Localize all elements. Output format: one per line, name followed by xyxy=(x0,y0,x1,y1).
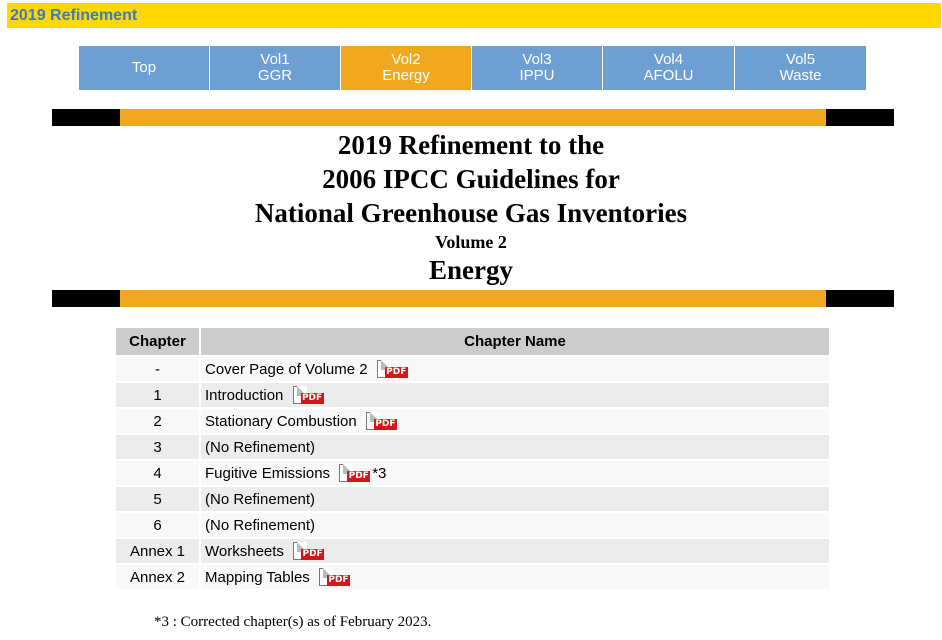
title-band-bottom-accent xyxy=(120,290,826,307)
chapter-table: Chapter Chapter Name - Cover Page of Vol… xyxy=(114,326,831,591)
page-title-line-3: National Greenhouse Gas Inventories xyxy=(254,198,688,228)
chapter-number: Annex 2 xyxy=(116,565,199,589)
column-header-chapter-name: Chapter Name xyxy=(201,328,829,355)
pdf-tag-label: PDF xyxy=(373,419,397,430)
nav-item-label: Vol4 xyxy=(653,51,684,68)
chapter-name-cell: (No Refinement) xyxy=(201,487,829,511)
table-row: 3 (No Refinement) xyxy=(116,435,829,459)
nav-item-sublabel: IPPU xyxy=(519,67,555,84)
chapter-name-cell: Worksheets PDF xyxy=(201,539,829,563)
column-header-chapter: Chapter xyxy=(116,328,199,355)
table-row: 6 (No Refinement) xyxy=(116,513,829,537)
chapter-number: Annex 1 xyxy=(116,539,199,563)
page-title-line-2: 2006 IPCC Guidelines for xyxy=(322,164,620,194)
chapter-name-cell: Cover Page of Volume 2 PDF xyxy=(201,357,829,381)
chapter-name: Mapping Tables xyxy=(205,569,310,586)
pdf-download-icon[interactable]: PDF xyxy=(292,385,325,405)
title-band-top-accent xyxy=(120,109,826,126)
chapter-name: Cover Page of Volume 2 xyxy=(205,361,368,378)
nav-item-vol4[interactable]: Vol4 AFOLU xyxy=(603,46,735,90)
table-row: Annex 2 Mapping Tables PDF xyxy=(116,565,829,589)
chapter-number: 4 xyxy=(116,461,199,485)
table-row: 5 (No Refinement) xyxy=(116,487,829,511)
table-row: Annex 1 Worksheets PDF xyxy=(116,539,829,563)
chapter-number: - xyxy=(116,357,199,381)
site-header-bar: 2019 Refinement xyxy=(7,3,941,28)
nav-item-vol3[interactable]: Vol3 IPPU xyxy=(472,46,603,90)
pdf-tag-label: PDF xyxy=(326,575,350,586)
nav-item-label: Top xyxy=(131,59,157,76)
chapter-name: Introduction xyxy=(205,387,284,404)
chapter-number: 3 xyxy=(116,435,199,459)
volume-nav: Top Vol1 GGR Vol2 Energy Vol3 IPPU Vol4 … xyxy=(79,46,866,90)
chapter-name: Fugitive Emissions xyxy=(205,465,331,482)
pdf-tag-label: PDF xyxy=(301,549,325,560)
nav-item-sublabel: AFOLU xyxy=(643,67,694,84)
page-title-line-1: 2019 Refinement to the xyxy=(337,130,605,160)
pdf-download-icon[interactable]: PDF xyxy=(318,567,351,587)
chapter-number: 5 xyxy=(116,487,199,511)
chapter-name-cell: Introduction PDF xyxy=(201,383,829,407)
chapter-name: Worksheets xyxy=(205,543,284,560)
chapter-name-cell: Mapping Tables PDF xyxy=(201,565,829,589)
table-header-row: Chapter Chapter Name xyxy=(116,328,829,355)
chapter-name-cell: Fugitive Emissions PDF *3 xyxy=(201,461,829,485)
footnote: *3 : Corrected chapter(s) as of February… xyxy=(154,614,432,630)
site-title[interactable]: 2019 Refinement xyxy=(10,7,138,24)
chapter-name-cell: (No Refinement) xyxy=(201,513,829,537)
chapter-number: 1 xyxy=(116,383,199,407)
volume-topic: Energy xyxy=(429,255,513,285)
title-band-bottom xyxy=(52,290,894,307)
nav-item-label: Vol3 xyxy=(522,51,552,68)
nav-item-vol2[interactable]: Vol2 Energy xyxy=(341,46,472,90)
table-row: 1 Introduction PDF xyxy=(116,383,829,407)
pdf-tag-label: PDF xyxy=(300,393,324,404)
pdf-download-icon[interactable]: PDF xyxy=(292,541,325,561)
chapter-name: Stationary Combustion xyxy=(205,413,357,430)
pdf-tag-label: PDF xyxy=(384,367,408,378)
pdf-tag-label: PDF xyxy=(347,471,371,482)
volume-label: Volume 2 xyxy=(435,232,507,252)
chapter-name: (No Refinement) xyxy=(205,490,316,508)
table-row: 2 Stationary Combustion PDF xyxy=(116,409,829,433)
title-band-top xyxy=(52,109,894,126)
nav-item-sublabel: Energy xyxy=(382,67,430,84)
chapter-number: 2 xyxy=(116,409,199,433)
nav-item-sublabel: Waste xyxy=(779,67,822,84)
chapter-name-cell: Stationary Combustion PDF xyxy=(201,409,829,433)
pdf-download-icon[interactable]: PDF xyxy=(376,359,409,379)
nav-item-label: Vol5 xyxy=(785,51,816,68)
footnote-reference: *3 xyxy=(372,465,387,482)
chapter-name-cell: (No Refinement) xyxy=(201,435,829,459)
nav-item-top[interactable]: Top xyxy=(79,46,210,90)
chapter-name: (No Refinement) xyxy=(205,516,316,534)
nav-item-vol1[interactable]: Vol1 GGR xyxy=(210,46,341,90)
chapter-number: 6 xyxy=(116,513,199,537)
table-row: 4 Fugitive Emissions PDF *3 xyxy=(116,461,829,485)
nav-item-sublabel: GGR xyxy=(257,67,293,84)
pdf-download-icon[interactable]: PDF xyxy=(338,463,371,483)
table-row: - Cover Page of Volume 2 PDF xyxy=(116,357,829,381)
nav-item-label: Vol1 xyxy=(260,51,290,68)
nav-item-label: Vol2 xyxy=(391,51,421,68)
nav-item-vol5[interactable]: Vol5 Waste xyxy=(735,46,866,90)
chapter-name: (No Refinement) xyxy=(205,438,316,456)
pdf-download-icon[interactable]: PDF xyxy=(365,411,398,431)
